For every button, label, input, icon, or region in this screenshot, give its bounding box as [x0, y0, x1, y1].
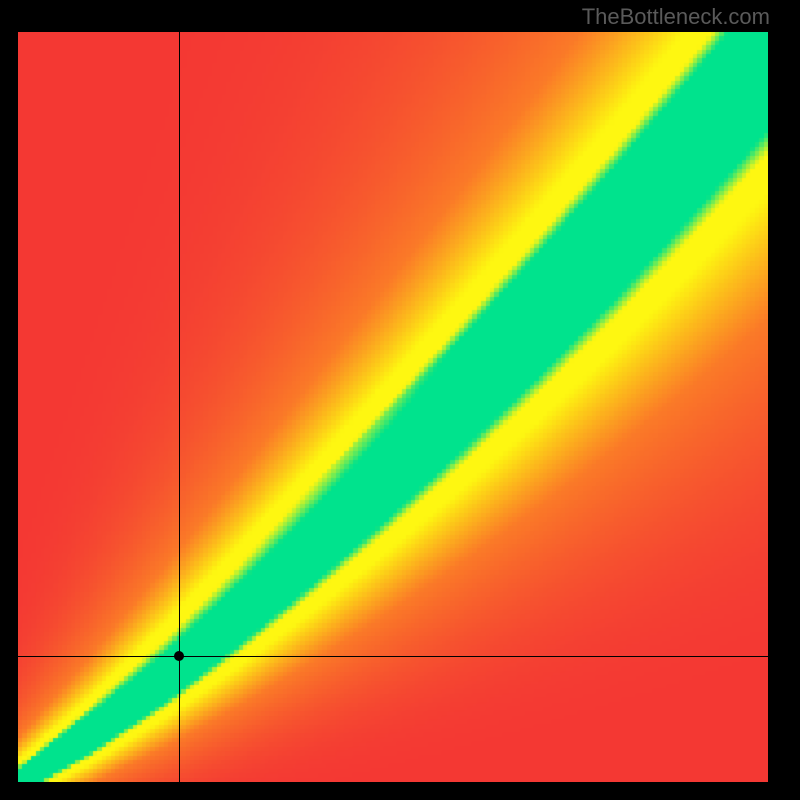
heatmap-canvas	[18, 32, 768, 782]
bottleneck-heatmap	[18, 32, 768, 782]
watermark-text: TheBottleneck.com	[582, 4, 770, 30]
crosshair-horizontal	[18, 656, 768, 657]
selection-marker-dot	[174, 651, 184, 661]
crosshair-vertical	[179, 32, 180, 782]
